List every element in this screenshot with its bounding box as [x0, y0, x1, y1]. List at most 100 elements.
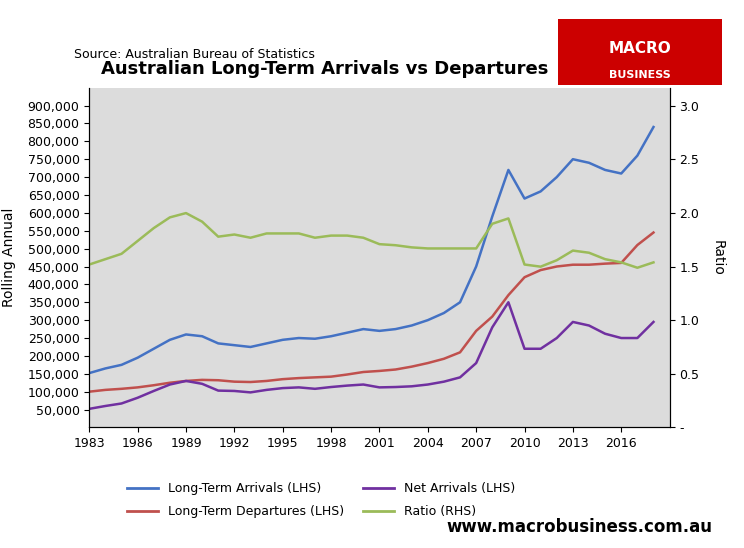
Long-Term Departures (LHS)	[504, 292, 513, 299]
Net Arrivals (LHS)	[407, 383, 416, 390]
Long-Term Arrivals (LHS)	[101, 365, 110, 372]
Net Arrivals (LHS)	[472, 360, 481, 367]
Legend: Long-Term Arrivals (LHS), Long-Term Departures (LHS), Net Arrivals (LHS), Ratio : Long-Term Arrivals (LHS), Long-Term Depa…	[122, 477, 521, 523]
Ratio (RHS)	[407, 244, 416, 250]
Ratio (RHS)	[278, 230, 287, 237]
Long-Term Departures (LHS)	[117, 386, 126, 392]
Long-Term Departures (LHS)	[101, 386, 110, 393]
Long-Term Departures (LHS)	[359, 369, 368, 375]
Long-Term Arrivals (LHS)	[536, 188, 545, 195]
Long-Term Arrivals (LHS)	[375, 328, 384, 334]
Net Arrivals (LHS)	[295, 384, 304, 391]
Net Arrivals (LHS)	[504, 299, 513, 306]
Ratio (RHS)	[117, 250, 126, 257]
Long-Term Departures (LHS)	[85, 389, 94, 395]
Long-Term Departures (LHS)	[488, 313, 497, 320]
Long-Term Departures (LHS)	[327, 373, 336, 380]
Long-Term Arrivals (LHS)	[600, 167, 609, 173]
Long-Term Arrivals (LHS)	[520, 195, 529, 202]
Long-Term Departures (LHS)	[133, 384, 142, 391]
Long-Term Departures (LHS)	[262, 378, 271, 384]
Ratio (RHS)	[568, 247, 577, 254]
Long-Term Arrivals (LHS)	[504, 167, 513, 173]
Ratio (RHS)	[150, 225, 158, 231]
Net Arrivals (LHS)	[488, 324, 497, 330]
Long-Term Departures (LHS)	[295, 375, 304, 381]
Long-Term Arrivals (LHS)	[262, 340, 271, 347]
Net Arrivals (LHS)	[649, 318, 658, 325]
Ratio (RHS)	[85, 261, 94, 268]
Line: Long-Term Arrivals (LHS): Long-Term Arrivals (LHS)	[89, 127, 653, 373]
Text: www.macrobusiness.com.au: www.macrobusiness.com.au	[446, 517, 713, 535]
Long-Term Arrivals (LHS)	[440, 310, 449, 316]
Long-Term Departures (LHS)	[440, 356, 449, 362]
Long-Term Departures (LHS)	[520, 274, 529, 281]
Long-Term Arrivals (LHS)	[85, 370, 94, 376]
Net Arrivals (LHS)	[327, 384, 336, 390]
Ratio (RHS)	[101, 256, 110, 262]
Text: Source: Australian Bureau of Statistics: Source: Australian Bureau of Statistics	[74, 48, 315, 60]
Long-Term Departures (LHS)	[278, 376, 287, 383]
Long-Term Departures (LHS)	[310, 374, 319, 381]
Ratio (RHS)	[536, 264, 545, 270]
Net Arrivals (LHS)	[455, 374, 464, 381]
Long-Term Arrivals (LHS)	[295, 335, 304, 341]
Long-Term Departures (LHS)	[633, 242, 642, 248]
Long-Term Arrivals (LHS)	[455, 299, 464, 306]
Ratio (RHS)	[600, 256, 609, 262]
Long-Term Arrivals (LHS)	[423, 317, 432, 323]
Net Arrivals (LHS)	[262, 386, 271, 393]
Long-Term Departures (LHS)	[423, 360, 432, 367]
Net Arrivals (LHS)	[423, 381, 432, 388]
Y-axis label: Ratio: Ratio	[711, 239, 725, 276]
Long-Term Arrivals (LHS)	[359, 326, 368, 333]
Long-Term Departures (LHS)	[472, 328, 481, 334]
Net Arrivals (LHS)	[117, 400, 126, 407]
Long-Term Arrivals (LHS)	[407, 322, 416, 329]
Ratio (RHS)	[440, 245, 449, 252]
Long-Term Departures (LHS)	[343, 371, 352, 378]
Ratio (RHS)	[633, 265, 642, 271]
Long-Term Arrivals (LHS)	[552, 174, 561, 180]
Net Arrivals (LHS)	[246, 389, 255, 396]
Net Arrivals (LHS)	[101, 403, 110, 409]
Long-Term Arrivals (LHS)	[633, 152, 642, 159]
Net Arrivals (LHS)	[600, 330, 609, 337]
Long-Term Arrivals (LHS)	[649, 124, 658, 130]
Long-Term Departures (LHS)	[391, 366, 400, 373]
Long-Term Arrivals (LHS)	[568, 156, 577, 163]
Net Arrivals (LHS)	[198, 380, 207, 387]
Long-Term Arrivals (LHS)	[230, 342, 239, 349]
Long-Term Departures (LHS)	[649, 229, 658, 236]
Long-Term Arrivals (LHS)	[472, 263, 481, 270]
Long-Term Arrivals (LHS)	[585, 159, 594, 166]
Net Arrivals (LHS)	[214, 387, 222, 394]
Line: Ratio (RHS): Ratio (RHS)	[89, 213, 653, 268]
Ratio (RHS)	[552, 257, 561, 264]
Ratio (RHS)	[182, 210, 190, 216]
Long-Term Arrivals (LHS)	[391, 326, 400, 333]
Ratio (RHS)	[214, 233, 222, 240]
Net Arrivals (LHS)	[278, 385, 287, 391]
Line: Long-Term Departures (LHS): Long-Term Departures (LHS)	[89, 232, 653, 392]
Long-Term Departures (LHS)	[600, 260, 609, 267]
Text: BUSINESS: BUSINESS	[609, 70, 670, 80]
Long-Term Departures (LHS)	[182, 378, 190, 384]
Ratio (RHS)	[165, 214, 174, 221]
Long-Term Arrivals (LHS)	[133, 355, 142, 361]
Long-Term Arrivals (LHS)	[343, 329, 352, 336]
Ratio (RHS)	[585, 249, 594, 256]
Net Arrivals (LHS)	[617, 335, 626, 341]
Long-Term Departures (LHS)	[455, 349, 464, 356]
Ratio (RHS)	[343, 232, 352, 239]
Ratio (RHS)	[649, 259, 658, 266]
Long-Term Arrivals (LHS)	[214, 340, 222, 347]
Net Arrivals (LHS)	[568, 318, 577, 325]
Long-Term Arrivals (LHS)	[165, 336, 174, 343]
Long-Term Departures (LHS)	[230, 378, 239, 385]
Long-Term Departures (LHS)	[246, 379, 255, 385]
Long-Term Arrivals (LHS)	[198, 333, 207, 340]
Long-Term Departures (LHS)	[375, 368, 384, 374]
Ratio (RHS)	[391, 242, 400, 249]
Net Arrivals (LHS)	[536, 345, 545, 352]
